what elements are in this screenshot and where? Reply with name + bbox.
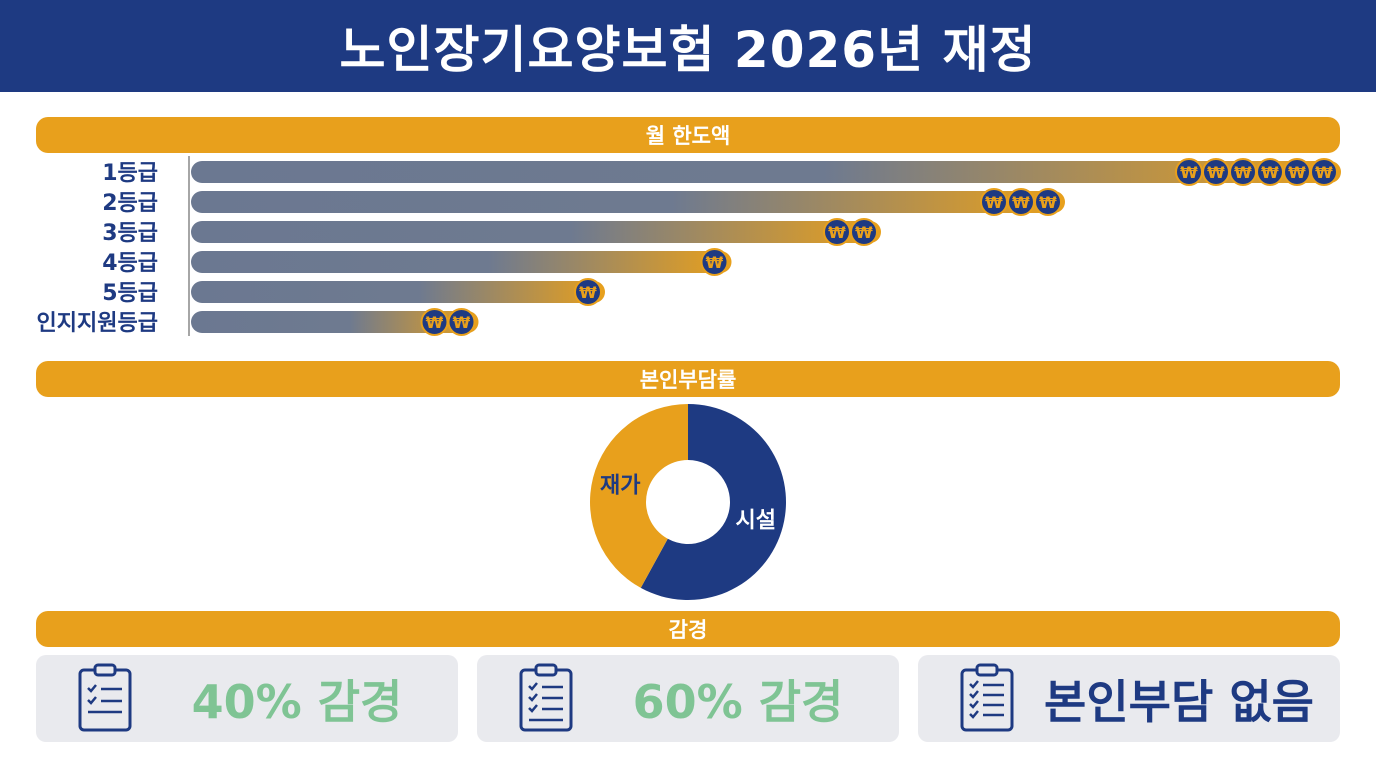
won-coin-icon: ₩ [700, 248, 729, 276]
donut-chart: 시설 재가 [590, 404, 786, 600]
svg-text:₩: ₩ [855, 223, 873, 242]
won-coin-icon: ₩ [447, 308, 476, 336]
bar-category-label: 2등급 [102, 191, 158, 216]
bar-category-label: 1등급 [102, 161, 158, 186]
svg-text:₩: ₩ [1315, 163, 1333, 182]
won-coin-icon: ₩ [1034, 188, 1062, 216]
won-coin-icon: ₩ [1007, 188, 1035, 216]
page-title: 노인장기요양보험 2026년 재정 [339, 21, 1037, 79]
bar [191, 311, 479, 333]
won-coin-icon: ₩ [1202, 158, 1230, 186]
svg-text:₩: ₩ [1180, 163, 1198, 182]
bar-category-label: 4등급 [102, 251, 158, 276]
won-coin-icon: ₩ [574, 278, 602, 306]
bar [191, 281, 605, 303]
section-header-reduction-label: 감경 [668, 618, 708, 642]
no-copay-label: 본인부담 없음 [1044, 674, 1314, 729]
bar-category-label: 3등급 [102, 221, 158, 246]
clipboard-checklist-icon [960, 663, 1014, 732]
svg-text:₩: ₩ [1261, 163, 1279, 182]
svg-text:₩: ₩ [985, 193, 1003, 212]
won-coin-icon: ₩ [420, 308, 449, 336]
bar-chart: 1등급 ₩ ₩ ₩ ₩ ₩ ₩2등급 ₩ ₩ ₩3등급 ₩ ₩4등급 ₩5등급 ₩ 인지지원등급 ₩ ₩ [37, 156, 1341, 336]
won-coin-icon: ₩ [850, 218, 878, 246]
donut-slice-label: 재가 [600, 474, 640, 499]
bar [191, 251, 732, 273]
section-header-copay-label: 본인부담률 [639, 368, 737, 392]
svg-text:₩: ₩ [828, 223, 846, 242]
bar-category-label: 인지지원등급 [37, 311, 158, 336]
donut-slice-label: 시설 [736, 508, 776, 533]
section-header-reduction: 감경 [36, 611, 1340, 647]
bar [191, 191, 1065, 213]
reduction-card-1: 40% 감경 [36, 655, 458, 742]
svg-text:₩: ₩ [1039, 193, 1057, 212]
reduction-40-label: 40% 감경 [191, 674, 403, 729]
svg-text:₩: ₩ [1207, 163, 1225, 182]
won-coin-icon: ₩ [1175, 158, 1203, 186]
won-coin-icon: ₩ [1310, 158, 1338, 186]
svg-text:₩: ₩ [453, 313, 471, 332]
reduction-card-3: 본인부담 없음 [918, 655, 1340, 742]
svg-text:₩: ₩ [426, 313, 444, 332]
svg-text:₩: ₩ [1012, 193, 1030, 212]
clipboard-checklist-icon [519, 663, 573, 732]
title-bar: 노인장기요양보험 2026년 재정 [0, 0, 1376, 92]
reduction-60-label: 60% 감경 [632, 674, 844, 729]
bar [191, 161, 1341, 183]
donut-slice [640, 404, 786, 600]
svg-text:₩: ₩ [579, 283, 597, 302]
section-header-limit: 월 한도액 [36, 117, 1340, 153]
svg-text:₩: ₩ [1234, 163, 1252, 182]
won-coin-icon: ₩ [1229, 158, 1257, 186]
won-coin-icon: ₩ [1256, 158, 1284, 186]
bar-category-label: 5등급 [102, 281, 158, 306]
reduction-card-2: 60% 감경 [477, 655, 899, 742]
section-header-limit-label: 월 한도액 [645, 124, 731, 148]
won-coin-icon: ₩ [823, 218, 851, 246]
clipboard-checklist-icon [78, 663, 132, 732]
donut-slice [590, 404, 688, 588]
svg-text:₩: ₩ [1288, 163, 1306, 182]
svg-text:₩: ₩ [706, 253, 724, 272]
won-coin-icon: ₩ [1283, 158, 1311, 186]
section-header-copay: 본인부담률 [36, 361, 1340, 397]
bar [191, 221, 881, 243]
won-coin-icon: ₩ [980, 188, 1008, 216]
